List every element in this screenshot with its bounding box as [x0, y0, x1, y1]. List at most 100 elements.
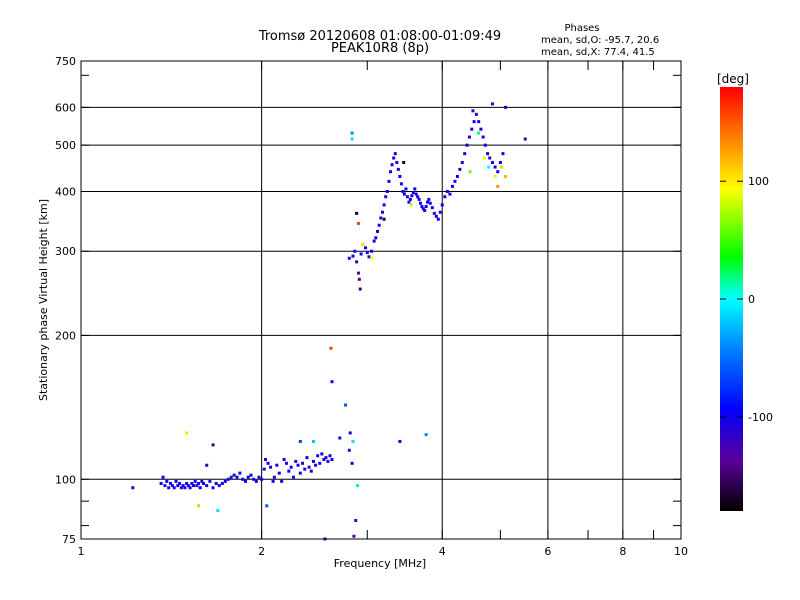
data-point: [370, 256, 374, 260]
axis-ticks: 1 2 4 6 8 10 75 100 200 300 400 500 600 750: [55, 55, 688, 558]
data-point: [309, 469, 313, 473]
data-point: [272, 475, 276, 479]
data-point: [445, 189, 449, 193]
data-point: [398, 439, 402, 443]
data-point: [410, 194, 414, 198]
data-point: [372, 239, 376, 243]
data-point: [404, 187, 408, 191]
data-point: [280, 479, 284, 483]
data-point: [172, 486, 176, 490]
y-tick-label: 500: [55, 139, 76, 152]
data-point: [377, 223, 381, 227]
data-point: [481, 135, 485, 139]
data-point: [356, 221, 360, 225]
data-point: [424, 433, 428, 437]
data-point: [356, 271, 360, 275]
data-point: [235, 475, 239, 479]
data-point: [414, 192, 418, 196]
data-point: [365, 251, 369, 255]
data-point: [163, 484, 167, 488]
data-point: [229, 475, 233, 479]
data-point: [305, 456, 309, 460]
data-point: [468, 170, 472, 174]
data-point: [399, 182, 403, 186]
data-point: [370, 249, 374, 253]
data-point: [430, 206, 434, 210]
data-point: [413, 187, 417, 191]
data-point: [398, 174, 402, 178]
data-point: [350, 461, 354, 465]
y-tick-label: 200: [55, 329, 76, 342]
data-point: [174, 479, 178, 483]
data-point: [423, 209, 427, 213]
data-point: [382, 203, 386, 207]
data-point: [217, 484, 221, 488]
data-point: [183, 486, 187, 490]
data-point: [254, 479, 258, 483]
data-point: [260, 477, 264, 481]
phases-o-stats: mean, sd,O: -95.7, 20.6: [541, 35, 659, 46]
data-point: [301, 461, 305, 465]
data-point: [192, 484, 196, 488]
data-point: [389, 170, 393, 174]
data-point: [330, 457, 334, 461]
data-point: [193, 479, 197, 483]
data-point: [205, 463, 209, 467]
data-point: [443, 195, 447, 199]
data-point: [266, 461, 270, 465]
data-point: [396, 167, 400, 171]
data-point: [472, 120, 476, 124]
data-point: [380, 210, 384, 214]
data-point: [214, 481, 218, 485]
data-point: [181, 484, 185, 488]
gridlines: [81, 61, 681, 539]
data-point: [178, 481, 182, 485]
data-point: [316, 454, 320, 458]
data-point: [355, 211, 359, 215]
data-point: [185, 481, 189, 485]
data-point: [241, 477, 245, 481]
data-point: [499, 165, 503, 169]
data-point: [329, 346, 333, 350]
data-point: [176, 484, 180, 488]
data-point: [298, 471, 302, 475]
data-point: [427, 197, 431, 201]
y-axis-label: Stationary phase Virtual Height [km]: [37, 199, 50, 401]
data-point: [352, 534, 356, 538]
data-point: [402, 192, 406, 196]
data-point: [374, 236, 378, 240]
data-point: [223, 479, 227, 483]
data-point: [186, 484, 190, 488]
data-point: [453, 179, 457, 183]
data-point: [318, 461, 322, 465]
data-point: [238, 471, 242, 475]
data-point: [477, 120, 481, 124]
data-point: [463, 152, 467, 156]
data-point: [395, 160, 399, 164]
data-point: [364, 246, 368, 250]
data-point: [382, 217, 386, 221]
data-point: [434, 214, 438, 218]
data-point: [320, 452, 324, 456]
data-point: [358, 287, 362, 291]
data-point: [359, 252, 363, 256]
data-point: [474, 112, 478, 116]
data-point: [490, 102, 494, 106]
data-point: [490, 160, 494, 164]
data-point: [348, 431, 352, 435]
data-point: [262, 467, 266, 471]
data-point: [294, 459, 298, 463]
data-point: [287, 469, 291, 473]
data-point: [486, 152, 490, 156]
data-point: [205, 484, 209, 488]
data-point: [131, 486, 135, 490]
data-point: [501, 152, 505, 156]
data-point: [425, 200, 429, 204]
data-point: [322, 457, 326, 461]
data-point: [448, 192, 452, 196]
data-point: [417, 197, 421, 201]
data-point: [289, 465, 293, 469]
data-point: [347, 256, 351, 260]
data-point: [387, 179, 391, 183]
